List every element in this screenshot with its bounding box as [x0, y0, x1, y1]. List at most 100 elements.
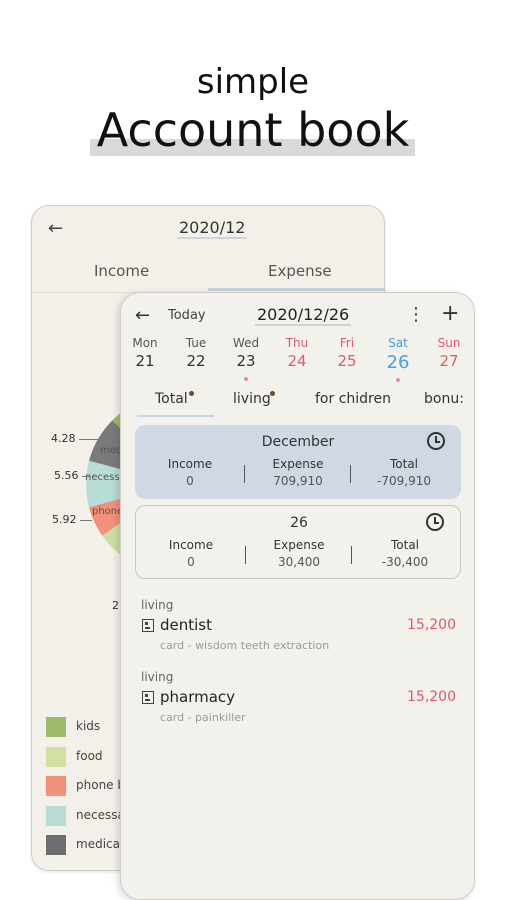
day-sat-selected[interactable]: Sat 26 — [378, 336, 418, 373]
total-value: -30,400 — [381, 555, 429, 569]
day-date: 21 — [135, 352, 155, 370]
date-selector[interactable]: 2020/12/26 — [255, 305, 352, 326]
hero-subtitle: simple — [196, 62, 310, 102]
day-name: Thu — [285, 336, 309, 350]
building-icon — [142, 691, 154, 704]
title-highlight — [90, 139, 415, 156]
tab-income[interactable]: Income — [94, 262, 150, 280]
pct-leader-line — [80, 520, 92, 521]
day-sun[interactable]: Sun 27 — [429, 336, 469, 370]
day-wed[interactable]: Wed 23 — [226, 336, 266, 370]
legend-label: medical — [76, 837, 124, 851]
pct-label-medical: 4.28 — [51, 432, 76, 445]
day-name: Tue — [185, 336, 207, 350]
legend-swatch — [46, 806, 66, 826]
tab-living-dot — [270, 391, 275, 396]
day-summary-title: 26 — [290, 515, 308, 531]
clock-icon[interactable] — [427, 432, 445, 450]
tab-expense-underline — [208, 288, 384, 291]
legend-swatch — [46, 835, 66, 855]
pct-label-phone: 5.92 — [52, 513, 77, 526]
column-divider — [351, 546, 352, 564]
day-tue[interactable]: Tue 22 — [176, 336, 216, 370]
day-date: 27 — [439, 352, 459, 370]
tab-for-children[interactable]: for chidren — [315, 391, 391, 407]
expense-value: 30,400 — [278, 555, 320, 569]
legend-swatch — [46, 747, 66, 767]
day-name: Sat — [388, 336, 408, 350]
day-date: 23 — [236, 352, 256, 370]
day-date: 22 — [186, 352, 206, 370]
back-arrow-icon[interactable]: ← — [135, 305, 151, 326]
day-thu[interactable]: Thu 24 — [277, 336, 317, 370]
day-name: Mon — [132, 336, 158, 350]
income-column: Income 0 — [137, 538, 245, 569]
today-button[interactable]: Today — [168, 308, 206, 323]
expense-value: 709,910 — [273, 474, 323, 488]
income-label: Income — [167, 457, 213, 471]
tab-living[interactable]: living — [233, 391, 271, 407]
legend-label: food — [76, 749, 103, 763]
day-summary-card[interactable]: 26 Income 0 Expense 30,400 Total -30,400 — [135, 505, 461, 579]
day-fri[interactable]: Fri 25 — [327, 336, 367, 370]
total-column: Total -30,400 — [351, 538, 459, 569]
expense-label: Expense — [273, 538, 325, 552]
entry-category: living — [141, 598, 174, 612]
entry-amount[interactable]: 15,200 — [407, 617, 456, 633]
column-divider — [245, 546, 246, 564]
column-divider — [350, 465, 351, 483]
income-value: 0 — [186, 474, 194, 488]
daily-detail-screen: ← Today 2020/12/26 ⋮ + Mon 21 Tue 22 Wed… — [120, 292, 475, 900]
hero-title: Account book — [96, 103, 410, 157]
income-column: Income 0 — [136, 457, 244, 488]
entry-name[interactable]: dentist — [160, 616, 213, 634]
expense-column: Expense 709,910 — [244, 457, 352, 488]
legend-label: kids — [76, 719, 101, 733]
legend-swatch — [46, 717, 66, 737]
legend-label: necessa — [76, 808, 125, 822]
entry-note: card - painkiller — [160, 711, 246, 724]
day-has-entry-dot — [244, 377, 248, 381]
pie-label-phone: phone — [92, 506, 124, 517]
income-value: 0 — [187, 555, 195, 569]
total-label: Total — [389, 457, 419, 471]
legend-swatch — [46, 776, 66, 796]
entry-note: card - wisdom teeth extraction — [160, 639, 330, 652]
day-mon[interactable]: Mon 21 — [125, 336, 165, 370]
month-summary-title: December — [261, 434, 335, 450]
clock-icon[interactable] — [426, 513, 444, 531]
day-name: Sun — [437, 336, 461, 350]
expense-column: Expense 30,400 — [245, 538, 353, 569]
pie-label-medical: med — [100, 445, 123, 456]
add-entry-icon[interactable]: + — [441, 301, 460, 326]
expense-label: Expense — [272, 457, 324, 471]
pie-label-necessary: necess — [85, 472, 120, 483]
entry-category: living — [141, 670, 174, 684]
day-date: 24 — [287, 352, 307, 370]
legend-label: phone b — [76, 778, 125, 792]
tab-total[interactable]: Total — [155, 391, 188, 407]
income-label: Income — [168, 538, 214, 552]
total-value: -709,910 — [377, 474, 431, 488]
month-summary-card[interactable]: December Income 0 Expense 709,910 Total … — [135, 425, 461, 499]
tab-total-underline — [137, 415, 214, 417]
building-icon — [142, 619, 154, 632]
back-arrow-icon[interactable]: ← — [48, 218, 64, 239]
pct-label-necessary: 5.56 — [54, 469, 79, 482]
pct-leader-line — [82, 476, 90, 477]
pct-label-food: 2 — [112, 599, 119, 612]
total-label: Total — [390, 538, 420, 552]
more-menu-icon[interactable]: ⋮ — [407, 304, 425, 325]
tab-total-dot — [189, 391, 194, 396]
day-date: 26 — [386, 352, 410, 373]
entry-amount[interactable]: 15,200 — [407, 689, 456, 705]
pct-leader-line — [79, 439, 101, 440]
day-date: 25 — [337, 352, 357, 370]
tab-expense[interactable]: Expense — [268, 262, 332, 280]
tab-bonus[interactable]: bonu: — [424, 391, 464, 407]
total-column: Total -709,910 — [350, 457, 458, 488]
day-has-entry-dot — [396, 378, 400, 382]
day-name: Fri — [339, 336, 355, 350]
entry-name[interactable]: pharmacy — [160, 688, 236, 706]
month-selector[interactable]: 2020/12 — [177, 218, 248, 239]
